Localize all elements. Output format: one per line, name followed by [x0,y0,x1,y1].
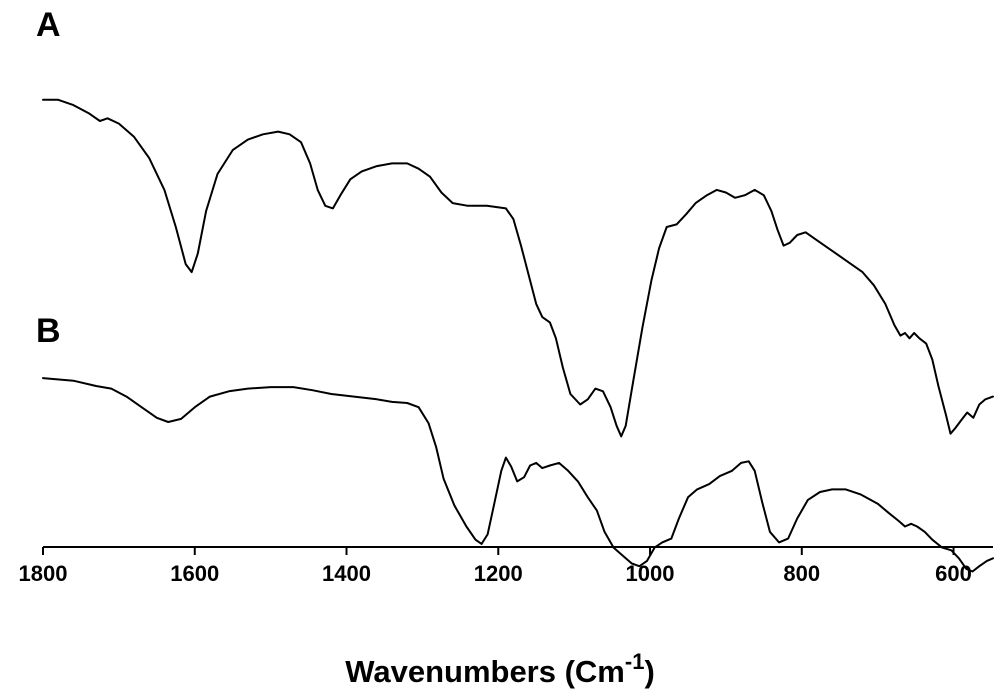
x-tick-label-1000: 1000 [626,561,675,586]
spectrum-b-line [42,377,994,573]
x-axis-ticks: 1800 1600 1400 1200 1000 800 600 [19,547,972,586]
x-axis-title: Wavenumbers (Cm-1) [345,649,655,689]
spectrum-a-line [42,98,994,438]
x-axis-title-close: ) [644,654,654,689]
x-tick-label-1800: 1800 [19,561,68,586]
panel-label-b: B [36,312,61,350]
x-tick-label-800: 800 [783,561,820,586]
x-tick-label-1600: 1600 [170,561,219,586]
x-axis-title-superscript: -1 [625,649,645,674]
panel-label-a: A [36,6,61,44]
x-tick-label-1400: 1400 [322,561,371,586]
x-tick-label-1200: 1200 [474,561,523,586]
x-axis-title-main: Wavenumbers (Cm [345,654,625,689]
x-tick-label-600: 600 [935,561,972,586]
